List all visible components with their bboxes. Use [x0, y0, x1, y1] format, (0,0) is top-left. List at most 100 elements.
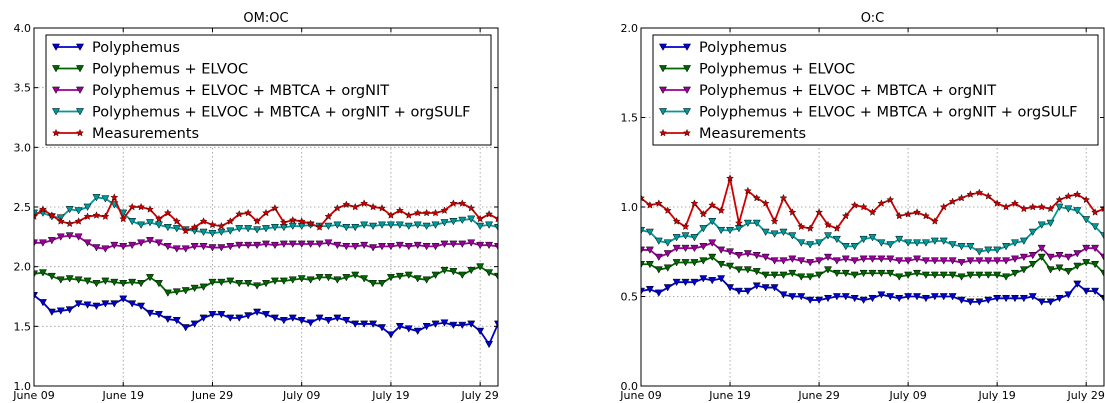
series-2-point [641, 260, 646, 269]
series-1-point [788, 293, 797, 301]
series-1-point [912, 293, 922, 301]
series-5-point [743, 186, 752, 195]
series-4-point [253, 226, 262, 234]
series-3-point [261, 240, 271, 248]
series-5-point [395, 206, 404, 214]
series-3-point [333, 241, 342, 250]
series-5-point [467, 204, 476, 212]
series-5-point [110, 193, 119, 201]
series-1-point [253, 308, 262, 316]
series-1-point [476, 327, 485, 336]
series-5-point [217, 221, 226, 230]
series-2-point [404, 271, 413, 279]
series-3-point [154, 239, 163, 247]
series-4-point [859, 235, 868, 244]
series-3-point [431, 243, 440, 251]
y-tick-label: 1.0 [14, 380, 32, 393]
series-2-point [1073, 262, 1082, 271]
series-4-point [235, 225, 244, 233]
series-1-point [449, 321, 458, 330]
series-1-point [641, 287, 646, 296]
series-3-point [395, 241, 404, 250]
series-1-point [779, 291, 788, 299]
series-4-point [886, 241, 895, 249]
series-1-point [493, 320, 498, 328]
series-4-point [1037, 221, 1046, 229]
series-4-point [663, 239, 672, 247]
series-5-point [806, 224, 815, 232]
series-1-point [1010, 294, 1019, 303]
series-4-point [422, 222, 431, 231]
series-5-point [404, 211, 413, 219]
series-5-point [137, 202, 145, 211]
series-1-point [270, 314, 279, 322]
series-4-point [244, 225, 253, 233]
legend-entry-4: Polyphemus + ELVOC + MBTCA + orgNIT + or… [92, 105, 471, 121]
legend-marker [682, 108, 692, 116]
legend-marker [75, 43, 85, 51]
legend-box [652, 34, 1099, 146]
legend-marker [658, 43, 668, 51]
series-5-point [948, 197, 957, 205]
series-4-point [83, 203, 92, 211]
series-5-point [369, 202, 377, 211]
series-4-point [1091, 223, 1100, 231]
series-4-point [752, 219, 761, 228]
series-3-point [181, 245, 190, 253]
series-4-point [699, 225, 708, 233]
series-3-point [1019, 253, 1028, 262]
series-2-point [1046, 266, 1055, 274]
series-5-point [128, 202, 137, 211]
series-2-point [83, 277, 92, 285]
series-3-point [779, 257, 788, 265]
series-5-point [735, 218, 743, 227]
series-4-point [868, 234, 877, 242]
series-1-point [172, 317, 181, 325]
series-2-point [172, 288, 181, 296]
series-3-point [743, 250, 752, 258]
series-1-point [1064, 291, 1073, 299]
x-tick-label: July 19 [978, 389, 1016, 402]
series-5-point [984, 192, 993, 200]
series-4-point [1046, 219, 1055, 228]
series-4-point [726, 226, 735, 235]
series-2-point [681, 259, 690, 267]
series-5-point [440, 206, 449, 214]
series-3-point [921, 257, 930, 265]
series-5-point [717, 206, 726, 214]
series-4-point [939, 237, 948, 245]
series-4-point [1099, 232, 1104, 240]
series-1-point [145, 309, 155, 318]
series-3-point [413, 241, 422, 250]
series-4-point [369, 222, 378, 231]
series-4-point [770, 230, 779, 238]
series-2-point [797, 273, 806, 281]
series-4-point [984, 246, 993, 254]
series-2-point [190, 284, 199, 293]
series-4-point [208, 229, 217, 238]
series-4-point [957, 243, 966, 251]
series-4-point [1064, 205, 1073, 213]
series-4-point [743, 219, 752, 228]
series-1-point [1028, 293, 1037, 301]
series-4-point [788, 232, 797, 240]
series-2-point [101, 277, 110, 285]
series-3-point [279, 240, 288, 248]
series-3-point [297, 240, 306, 248]
series-1-point [65, 306, 74, 314]
series-3-point [1099, 253, 1104, 262]
series-2-point [672, 259, 681, 267]
series-1-point [708, 277, 717, 285]
series-2-point [984, 271, 993, 279]
series-3-point [404, 243, 413, 251]
series-3-point [752, 252, 761, 260]
series-1-point [235, 314, 244, 322]
series-1-point [38, 299, 47, 307]
series-5-point [351, 202, 360, 211]
series-1-point [993, 294, 1002, 303]
legend-marker [52, 128, 60, 137]
series-4-point [672, 234, 681, 242]
series-3-point [440, 240, 449, 248]
series-3-point [369, 244, 378, 252]
y-tick-label: 3.5 [14, 82, 32, 95]
